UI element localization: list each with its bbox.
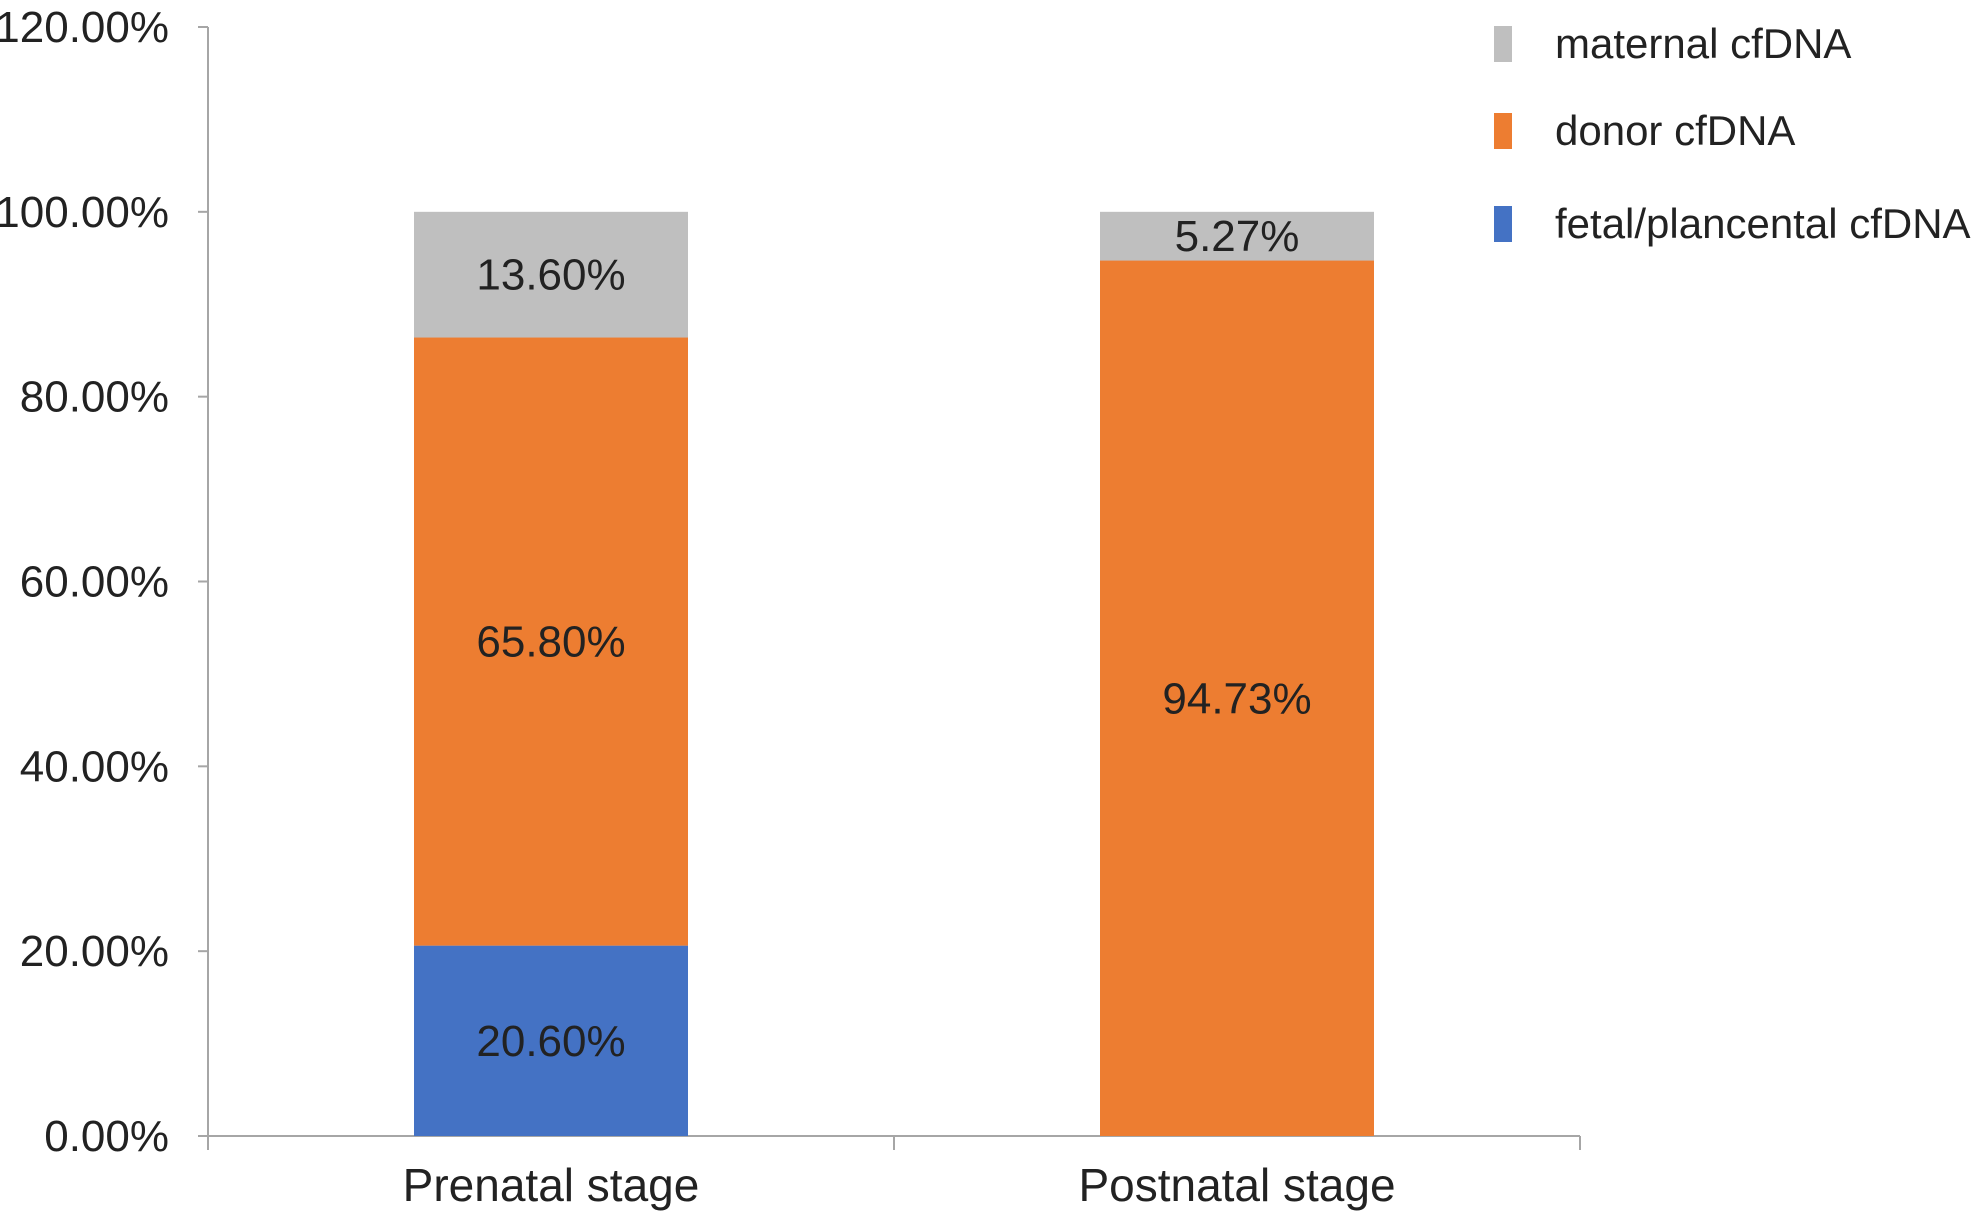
legend-swatch <box>1494 206 1512 242</box>
legend-swatch <box>1494 113 1512 149</box>
legend-label: donor cfDNA <box>1555 107 1795 154</box>
y-tick-label: 20.00% <box>20 927 169 976</box>
data-labels: 20.60% 65.80% 13.60% 94.73% 5.27% <box>476 212 1311 1066</box>
data-label: 65.80% <box>476 618 625 667</box>
x-tick-label: Prenatal stage <box>403 1159 700 1211</box>
data-label: 13.60% <box>476 251 625 300</box>
y-tick-label: 0.00% <box>44 1112 169 1161</box>
y-tick-label: 60.00% <box>20 558 169 607</box>
bar-segment <box>414 337 688 946</box>
bar-segment <box>1100 260 1374 1136</box>
data-label: 20.60% <box>476 1017 625 1066</box>
bar-segment <box>414 211 688 338</box>
legend-label: maternal cfDNA <box>1555 20 1851 67</box>
legend-label: fetal/plancental cfDNA <box>1555 200 1971 247</box>
y-axis: 0.00% 20.00% 40.00% 60.00% 80.00% 100.00% 120.… <box>0 3 209 1161</box>
bars <box>414 211 1374 1136</box>
data-label: 94.73% <box>1162 674 1311 723</box>
x-axis: Prenatal stage Postnatal stage <box>207 1135 1581 1211</box>
legend: maternal cfDNA donor cfDNA fetal/plancenta… <box>1494 20 1971 247</box>
y-tick-label: 40.00% <box>20 742 169 791</box>
y-tick-label: 80.00% <box>20 373 169 422</box>
legend-swatch <box>1494 26 1512 62</box>
y-tick-label: 120.00% <box>0 3 169 52</box>
bar-segment <box>1100 211 1374 261</box>
y-tick-label: 100.00% <box>0 188 169 237</box>
data-label: 5.27% <box>1175 212 1300 261</box>
bar-segment <box>414 945 688 1136</box>
x-tick-label: Postnatal stage <box>1078 1159 1395 1211</box>
